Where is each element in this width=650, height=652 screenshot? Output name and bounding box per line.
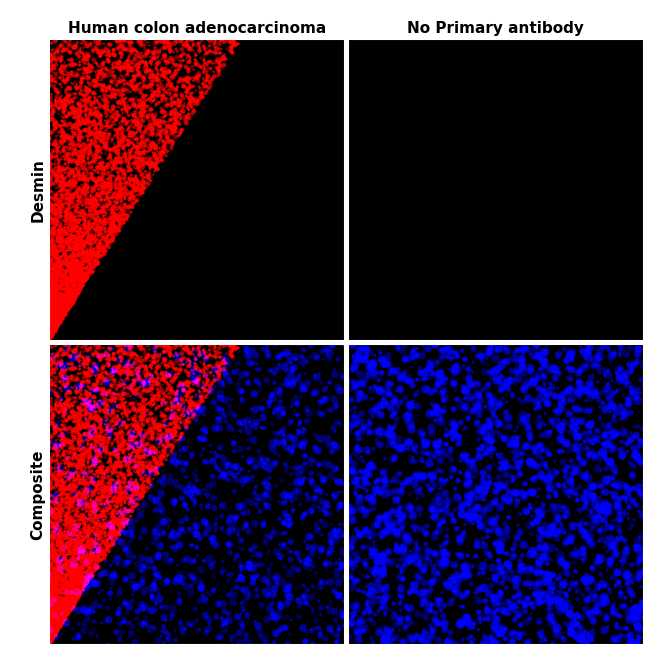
Text: Human colon adenocarcinoma: Human colon adenocarcinoma [68, 21, 326, 36]
Text: Desmin: Desmin [31, 158, 46, 222]
Text: Composite: Composite [31, 449, 46, 540]
Text: No Primary antibody: No Primary antibody [407, 21, 584, 36]
